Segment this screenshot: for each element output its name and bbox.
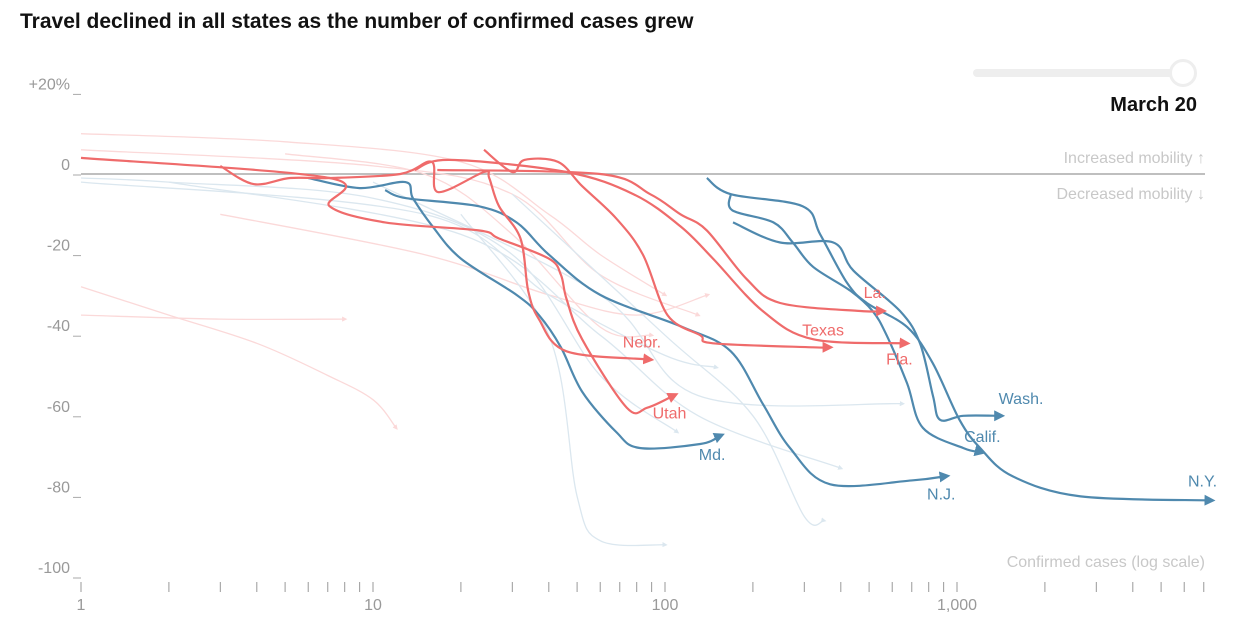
y-tick-label: -60 — [47, 399, 70, 416]
background-state-line — [285, 153, 655, 338]
state-line-utah — [80, 156, 679, 415]
state-label-nebr: Nebr. — [623, 334, 661, 351]
state-line-calif — [727, 194, 986, 457]
y-tick-label: -100 — [38, 560, 70, 577]
state-label-wash: Wash. — [999, 391, 1044, 408]
background-state-line — [80, 149, 701, 317]
state-line-md — [307, 176, 725, 450]
annotation-increased-mobility: Increased mobility ↑ — [1064, 150, 1205, 167]
annotation-decreased-mobility: Decreased mobility ↓ — [1057, 186, 1206, 203]
y-tick-label: -80 — [47, 479, 70, 496]
date-slider[interactable] — [973, 59, 1197, 87]
slider-track[interactable] — [973, 69, 1185, 77]
state-label-calif: Calif. — [964, 429, 1000, 446]
slider-knob[interactable] — [1169, 59, 1197, 87]
background-state-line — [80, 314, 348, 322]
background-state-line — [80, 181, 719, 370]
y-tick-label: 0 — [61, 157, 70, 174]
state-label-md: Md. — [699, 447, 726, 464]
x-axis-label: Confirmed cases (log scale) — [1007, 554, 1205, 571]
state-line-nebr — [219, 160, 655, 365]
state-line-fla — [414, 158, 911, 349]
y-tick-label: +20% — [29, 76, 70, 93]
state-label-texas: Texas — [802, 322, 844, 339]
state-label-nj: N.J. — [927, 486, 955, 503]
state-label-utah: Utah — [653, 406, 687, 423]
background-state-line — [511, 193, 827, 526]
background-state-line — [168, 181, 844, 470]
x-tick-label: 1,000 — [937, 597, 977, 614]
background-state-line — [80, 286, 398, 430]
state-label-ny: N.Y. — [1188, 473, 1217, 490]
state-label-fla: Fla. — [886, 351, 913, 368]
background-state-line — [80, 177, 680, 434]
state-label-la: La. — [864, 285, 886, 302]
y-tick-label: -20 — [47, 238, 70, 255]
x-tick-label: 100 — [652, 597, 679, 614]
slider-date-label: March 20 — [1110, 94, 1197, 116]
background-state-line — [460, 213, 668, 548]
x-tick-label: 1 — [77, 597, 86, 614]
state-line-wash — [732, 221, 1006, 422]
state-line-la — [437, 168, 888, 317]
y-tick-label: -40 — [47, 318, 70, 335]
state-line-ny — [706, 177, 1216, 506]
x-tick-label: 10 — [364, 597, 382, 614]
chart-title: Travel declined in all states as the num… — [20, 10, 694, 33]
state-line-texas — [483, 148, 834, 353]
background-state-line — [80, 133, 668, 297]
state-line-nj — [384, 189, 951, 488]
